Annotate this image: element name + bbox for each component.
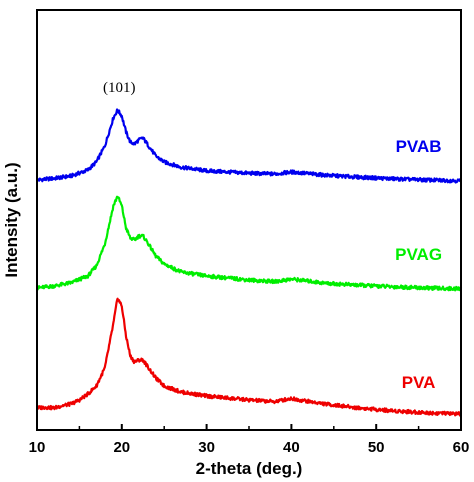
x-tick-label-30: 30 [198,439,215,456]
series-layer [35,108,463,417]
series-label-pva: PVA [402,373,436,392]
x-tick-label-50: 50 [368,439,385,456]
x-tick-label-60: 60 [453,439,470,456]
x-tick-label-20: 20 [113,439,130,456]
series-line-pvab [35,108,463,184]
x-tick-label-10: 10 [29,439,46,456]
series-label-pvab: PVAB [396,137,442,156]
x-tick-label-40: 40 [283,439,300,456]
series-labels: PVAB PVAG PVA [395,137,442,392]
y-axis-label: Intensity (a.u.) [2,162,21,277]
x-ticks: 10 20 30 40 50 60 [29,424,470,456]
series-label-pvag: PVAG [395,245,442,264]
series-line-pva [36,297,463,417]
x-axis-label: 2-theta (deg.) [196,459,303,478]
series-line-pvag [36,195,463,292]
plot-frame [36,9,462,431]
annotation-101: (101) [103,80,136,96]
